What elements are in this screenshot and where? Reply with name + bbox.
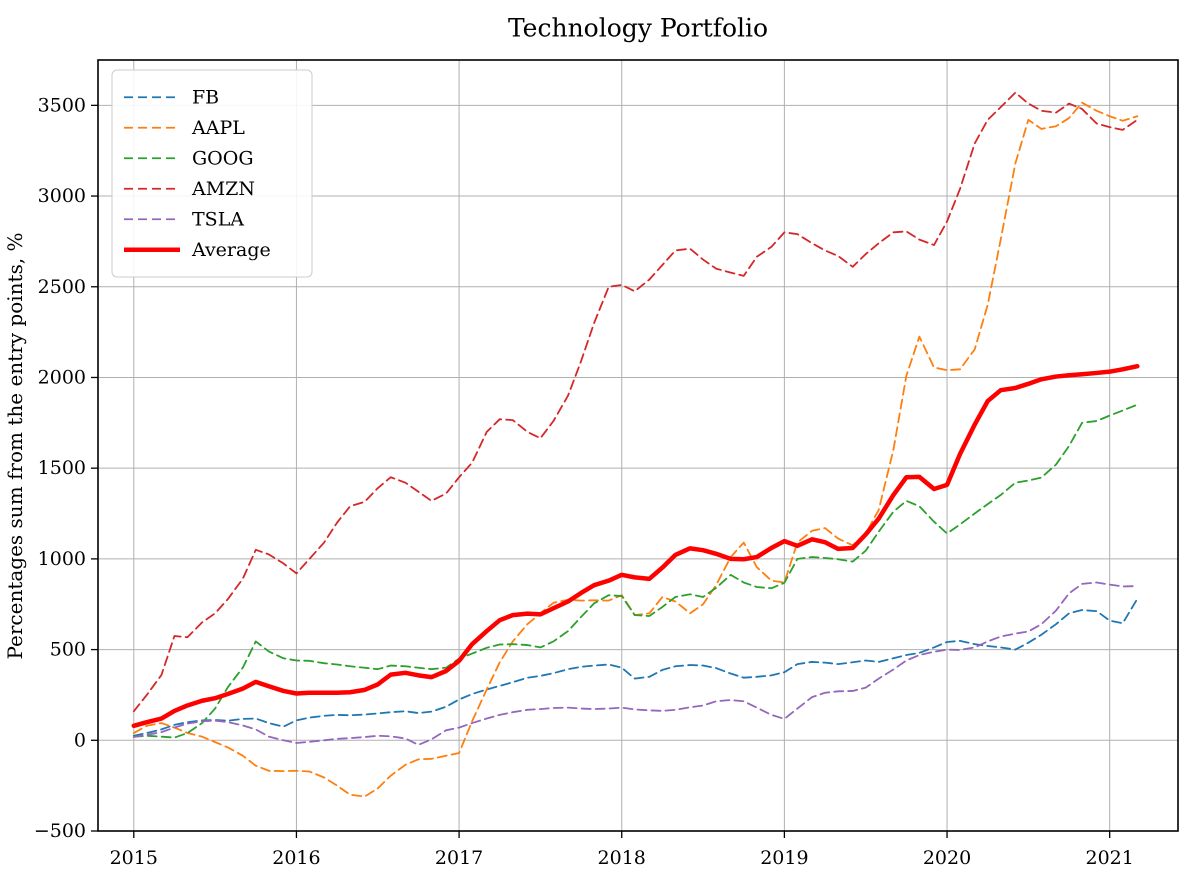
plot-area-border bbox=[97, 59, 1179, 832]
chart-title: Technology Portfolio bbox=[508, 14, 768, 43]
x-tick-label: 2021 bbox=[1086, 847, 1134, 869]
x-tick-label: 2016 bbox=[272, 847, 320, 869]
x-tick-label: 2020 bbox=[923, 847, 971, 869]
y-tick-label: −500 bbox=[34, 820, 86, 842]
y-axis-label: Percentages sum from the entry points, % bbox=[3, 232, 27, 659]
legend-label-average: Average bbox=[191, 239, 271, 261]
legend-label-aapl: AAPL bbox=[191, 117, 245, 139]
y-tick-label: 2500 bbox=[38, 276, 86, 298]
chart-legend[interactable]: FB AAPL GOOG AMZN TSLA Average bbox=[111, 69, 313, 278]
series-line-fb bbox=[132, 597, 1139, 737]
y-tick-label: 2000 bbox=[38, 366, 86, 388]
series-line-goog bbox=[132, 403, 1139, 739]
series-line-amzn bbox=[132, 91, 1139, 713]
x-tick-label: 2017 bbox=[435, 847, 483, 869]
y-tick-label: 500 bbox=[50, 639, 86, 661]
y-tick-label: 1500 bbox=[38, 457, 86, 479]
legend-label-goog: GOOG bbox=[192, 147, 254, 169]
legend-label-fb: FB bbox=[192, 86, 219, 108]
x-tick-label: 2019 bbox=[760, 847, 808, 869]
data-series bbox=[131, 91, 1140, 798]
x-tick-label: 2018 bbox=[598, 847, 646, 869]
series-line-average bbox=[131, 363, 1140, 729]
x-axis-ticks: 2015 2016 2017 2018 2019 2020 2021 bbox=[110, 831, 1134, 869]
series-line-tsla bbox=[132, 581, 1139, 746]
y-tick-label: 3000 bbox=[38, 185, 86, 207]
x-tick-label: 2015 bbox=[110, 847, 158, 869]
legend-label-tsla: TSLA bbox=[192, 208, 244, 230]
y-tick-label: 1000 bbox=[38, 548, 86, 570]
legend-background bbox=[111, 69, 313, 278]
y-tick-label: 3500 bbox=[38, 94, 86, 116]
legend-label-amzn: AMZN bbox=[191, 178, 255, 200]
y-axis-ticks: −500 0 500 1000 1500 2000 2500 3000 3500 bbox=[34, 94, 98, 842]
y-tick-label: 0 bbox=[74, 729, 86, 751]
